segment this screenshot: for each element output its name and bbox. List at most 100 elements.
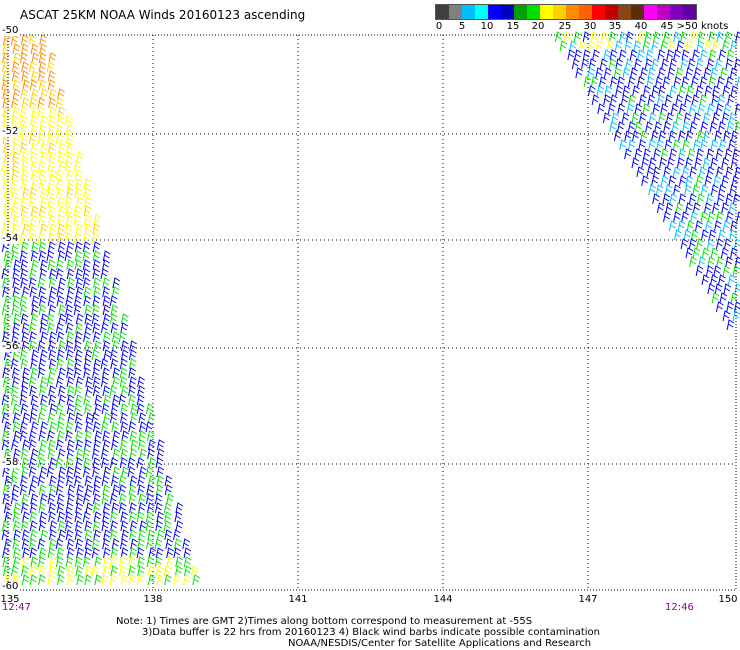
wind-barb [2, 376, 11, 388]
wind-barb [56, 331, 65, 343]
wind-barb [145, 520, 154, 532]
wind-barb [624, 40, 633, 52]
wind-barb [120, 403, 129, 415]
wind-barb [93, 529, 102, 541]
wind-barb [21, 466, 30, 478]
wind-barb [12, 376, 20, 388]
wind-barb [660, 148, 669, 160]
wind-barb [10, 358, 19, 370]
wind-barb [65, 304, 74, 316]
wind-barb [664, 139, 673, 151]
wind-barb [655, 76, 663, 88]
wind-barb [688, 238, 697, 250]
wind-barb [83, 394, 92, 406]
wind-barb [693, 139, 701, 151]
wind-barb [21, 538, 30, 550]
wind-barb [102, 439, 111, 451]
wind-barb [103, 547, 111, 559]
wind-barb [92, 241, 101, 253]
wind-barb [73, 232, 82, 244]
wind-barb [73, 214, 82, 226]
wind-barb [613, 67, 622, 79]
wind-barb [55, 403, 64, 415]
wind-barb [66, 331, 74, 343]
lat-label-60: -60 [2, 581, 19, 592]
legend-swatch [618, 5, 631, 19]
wind-barb [714, 130, 723, 142]
wind-barb [4, 574, 13, 586]
wind-barb [174, 565, 183, 577]
wind-barb [75, 277, 84, 289]
legend-swatch [605, 5, 618, 19]
wind-barb [102, 304, 111, 316]
wind-barb [91, 448, 100, 460]
wind-barb [629, 49, 638, 61]
wind-barb [672, 139, 681, 151]
wind-barb [11, 223, 20, 235]
wind-barb [38, 124, 47, 136]
wind-barb [175, 502, 184, 514]
wind-barb [30, 367, 39, 379]
wind-barb [681, 49, 690, 61]
wind-barb [20, 520, 29, 532]
wind-barb [718, 49, 727, 61]
wind-barb [84, 538, 93, 550]
wind-barb [74, 331, 83, 343]
wind-barb [147, 574, 156, 586]
wind-barb [30, 160, 39, 172]
wind-barb [163, 502, 172, 514]
wind-barb [660, 40, 669, 52]
wind-barb [74, 358, 82, 370]
wind-barb [111, 331, 120, 343]
legend-swatch [462, 5, 475, 19]
wind-barb [634, 148, 643, 160]
wind-barb [129, 529, 137, 541]
wind-barb [574, 49, 582, 61]
wind-barb [603, 49, 612, 61]
wind-barb [110, 403, 119, 415]
wind-barb [92, 304, 100, 316]
wind-barb [1, 394, 10, 406]
wind-barb [83, 178, 92, 190]
wind-barb [652, 103, 661, 115]
wind-barb [710, 157, 719, 169]
wind-barb [66, 439, 75, 451]
wind-barb [120, 520, 129, 532]
wind-barb [696, 193, 705, 205]
wind-barb [29, 187, 38, 199]
wind-barb [716, 256, 724, 268]
wind-barb [12, 88, 21, 100]
time-label-right: 12:46 [665, 602, 694, 613]
wind-barb [40, 259, 48, 271]
wind-barb [11, 97, 19, 109]
wind-barb [66, 394, 75, 406]
wind-barb [138, 430, 147, 442]
wind-barb [4, 295, 12, 307]
wind-barb [147, 529, 156, 541]
wind-barb [653, 166, 661, 178]
wind-barb [2, 277, 10, 289]
wind-barb [646, 76, 655, 88]
wind-barb [668, 220, 677, 232]
wind-barb [120, 322, 129, 334]
wind-barb [75, 196, 84, 208]
wind-barb [83, 367, 91, 379]
wind-barb [48, 331, 57, 343]
wind-barb [710, 67, 719, 79]
wind-barb [733, 301, 740, 313]
wind-barb [75, 313, 84, 325]
wind-barb [48, 511, 56, 523]
wind-barb [607, 103, 616, 115]
wind-barb [146, 502, 155, 514]
wind-barb [29, 511, 38, 523]
lat-label-58: -58 [2, 457, 19, 468]
wind-barb [12, 412, 21, 424]
wind-barb [678, 103, 687, 115]
wind-barb [65, 430, 73, 442]
wind-barb [39, 268, 48, 280]
wind-barb [156, 475, 165, 487]
wind-barb [155, 484, 164, 496]
wind-barb [57, 196, 65, 208]
wind-barb [118, 331, 127, 343]
wind-barb [129, 475, 138, 487]
